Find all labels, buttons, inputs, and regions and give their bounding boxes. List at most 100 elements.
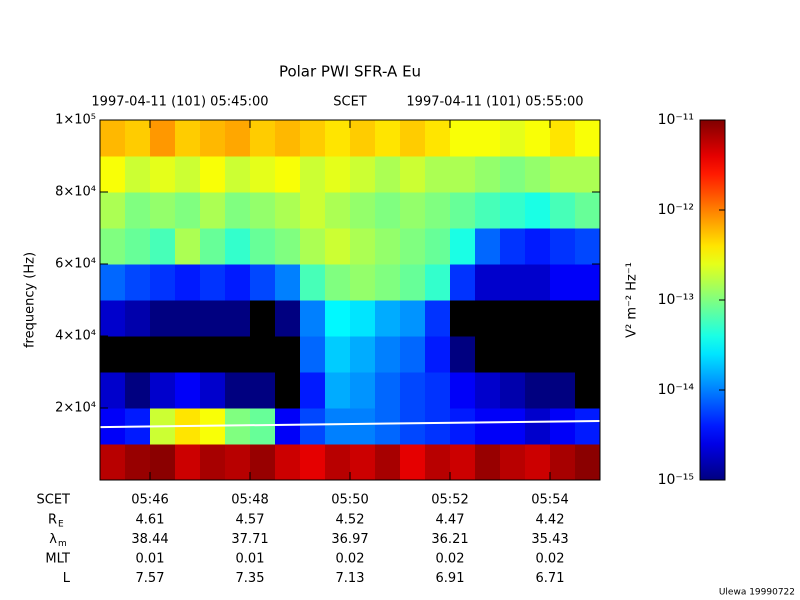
- spectrogram-cell: [525, 444, 551, 481]
- spectrogram-cell: [500, 120, 526, 157]
- spectrogram-cell: [250, 228, 276, 265]
- ephemeris-value: 7.35: [236, 571, 265, 586]
- spectrogram-cell: [475, 120, 501, 157]
- spectrogram-cell: [200, 264, 226, 301]
- spectrogram-cell: [300, 120, 326, 157]
- spectrogram-cell: [375, 372, 401, 409]
- spectrogram-cell: [350, 300, 376, 337]
- spectrogram-cell: [525, 228, 551, 265]
- spectrogram-cell: [450, 300, 476, 337]
- x-tick-label: 05:46: [131, 493, 168, 508]
- spectrogram-cell: [475, 228, 501, 265]
- spectrogram-cell: [525, 192, 551, 229]
- spectrogram-cell: [500, 444, 526, 481]
- spectrogram-cell: [550, 408, 576, 445]
- spectrogram-cell: [250, 264, 276, 301]
- spectrogram-cell: [200, 120, 226, 157]
- spectrogram-cell: [475, 264, 501, 301]
- spectrogram-cell: [575, 372, 601, 409]
- spectrogram-cell: [450, 264, 476, 301]
- y-tick-label: 1×10⁵: [55, 113, 96, 128]
- spectrogram-cell: [300, 336, 326, 373]
- ephemeris-value: 37.71: [231, 532, 268, 547]
- ephemeris-value: 0.02: [436, 552, 465, 567]
- spectrogram-cell: [225, 444, 251, 481]
- colorbar-tick-label: 10⁻¹⁵: [658, 472, 694, 488]
- spectrogram-cell: [300, 444, 326, 481]
- spectrogram-cell: [175, 444, 201, 481]
- colorbar-label: V² m⁻² Hz⁻¹: [625, 262, 640, 338]
- spectrogram-cell: [350, 192, 376, 229]
- spectrogram-cell: [425, 300, 451, 337]
- ephemeris-value: 4.52: [336, 513, 365, 528]
- spectrogram-cell: [400, 120, 426, 157]
- spectrogram-cell: [150, 120, 176, 157]
- spectrogram-cell: [175, 372, 201, 409]
- spectrogram-cell: [425, 264, 451, 301]
- spectrogram-cell: [550, 372, 576, 409]
- spectrogram-cell: [175, 336, 201, 373]
- spectrogram-cell: [250, 300, 276, 337]
- spectrogram-cell: [100, 228, 126, 265]
- spectrogram-cell: [425, 156, 451, 193]
- ephemeris-label: L: [63, 571, 71, 586]
- spectrogram-cell: [525, 120, 551, 157]
- spectrogram-cell: [100, 192, 126, 229]
- spectrogram-cell: [400, 156, 426, 193]
- spectrogram-cell: [400, 300, 426, 337]
- spectrogram-cell: [325, 156, 351, 193]
- spectrogram-cell: [125, 120, 151, 157]
- spectrogram-cell: [125, 372, 151, 409]
- spectrogram-cell: [400, 228, 426, 265]
- spectrogram-cell: [325, 264, 351, 301]
- colorbar-tick-label: 10⁻¹¹: [658, 112, 694, 128]
- x-tick-label: 05:48: [231, 493, 268, 508]
- spectrogram-cell: [375, 120, 401, 157]
- ephemeris-value: 0.01: [136, 552, 165, 567]
- spectrogram-cell: [100, 300, 126, 337]
- chart-title: Polar PWI SFR-A Eu: [279, 63, 421, 81]
- spectrogram-cell: [450, 120, 476, 157]
- ephemeris-label-sub: E: [58, 520, 64, 530]
- spectrogram-cell: [100, 444, 126, 481]
- spectrogram-cell: [175, 120, 201, 157]
- ephemeris-value: 6.71: [536, 571, 565, 586]
- spectrogram-cell: [400, 336, 426, 373]
- x-tick-label: 05:52: [431, 493, 468, 508]
- ephemeris-value: 4.57: [236, 513, 265, 528]
- spectrogram-cell: [575, 120, 601, 157]
- time-label: SCET: [333, 95, 367, 110]
- ephemeris-value: 0.02: [536, 552, 565, 567]
- spectrogram-cell: [500, 228, 526, 265]
- spectrogram-cell: [300, 264, 326, 301]
- spectrogram-cell: [575, 228, 601, 265]
- spectrogram-cell: [450, 444, 476, 481]
- spectrogram-cell: [450, 192, 476, 229]
- spectrogram-cell: [300, 372, 326, 409]
- spectrogram-cell: [275, 336, 301, 373]
- spectrogram-cell: [350, 408, 376, 445]
- spectrogram-cell: [475, 372, 501, 409]
- spectrogram-cell: [125, 192, 151, 229]
- spectrogram-cell: [500, 408, 526, 445]
- spectrogram-cell: [425, 372, 451, 409]
- spectrogram-cell: [250, 156, 276, 193]
- spectrogram-cell: [300, 228, 326, 265]
- spectrogram-cell: [375, 264, 401, 301]
- spectrogram-cell: [275, 300, 301, 337]
- spectrogram-cell: [550, 300, 576, 337]
- spectrogram-cell: [550, 228, 576, 265]
- start-time: 1997-04-11 (101) 05:45:00: [91, 95, 268, 110]
- spectrogram-cell: [500, 300, 526, 337]
- ephemeris-value: 7.57: [136, 571, 165, 586]
- spectrogram-cell: [150, 300, 176, 337]
- spectrogram-cell: [400, 264, 426, 301]
- spectrogram-cell: [175, 264, 201, 301]
- spectrogram-cell: [225, 300, 251, 337]
- spectrogram-cell: [450, 408, 476, 445]
- spectrogram-cell: [300, 408, 326, 445]
- spectrogram-cell: [475, 336, 501, 373]
- colorbar-tick-label: 10⁻¹²: [658, 202, 694, 218]
- y-axis-label: frequency (Hz): [23, 252, 38, 348]
